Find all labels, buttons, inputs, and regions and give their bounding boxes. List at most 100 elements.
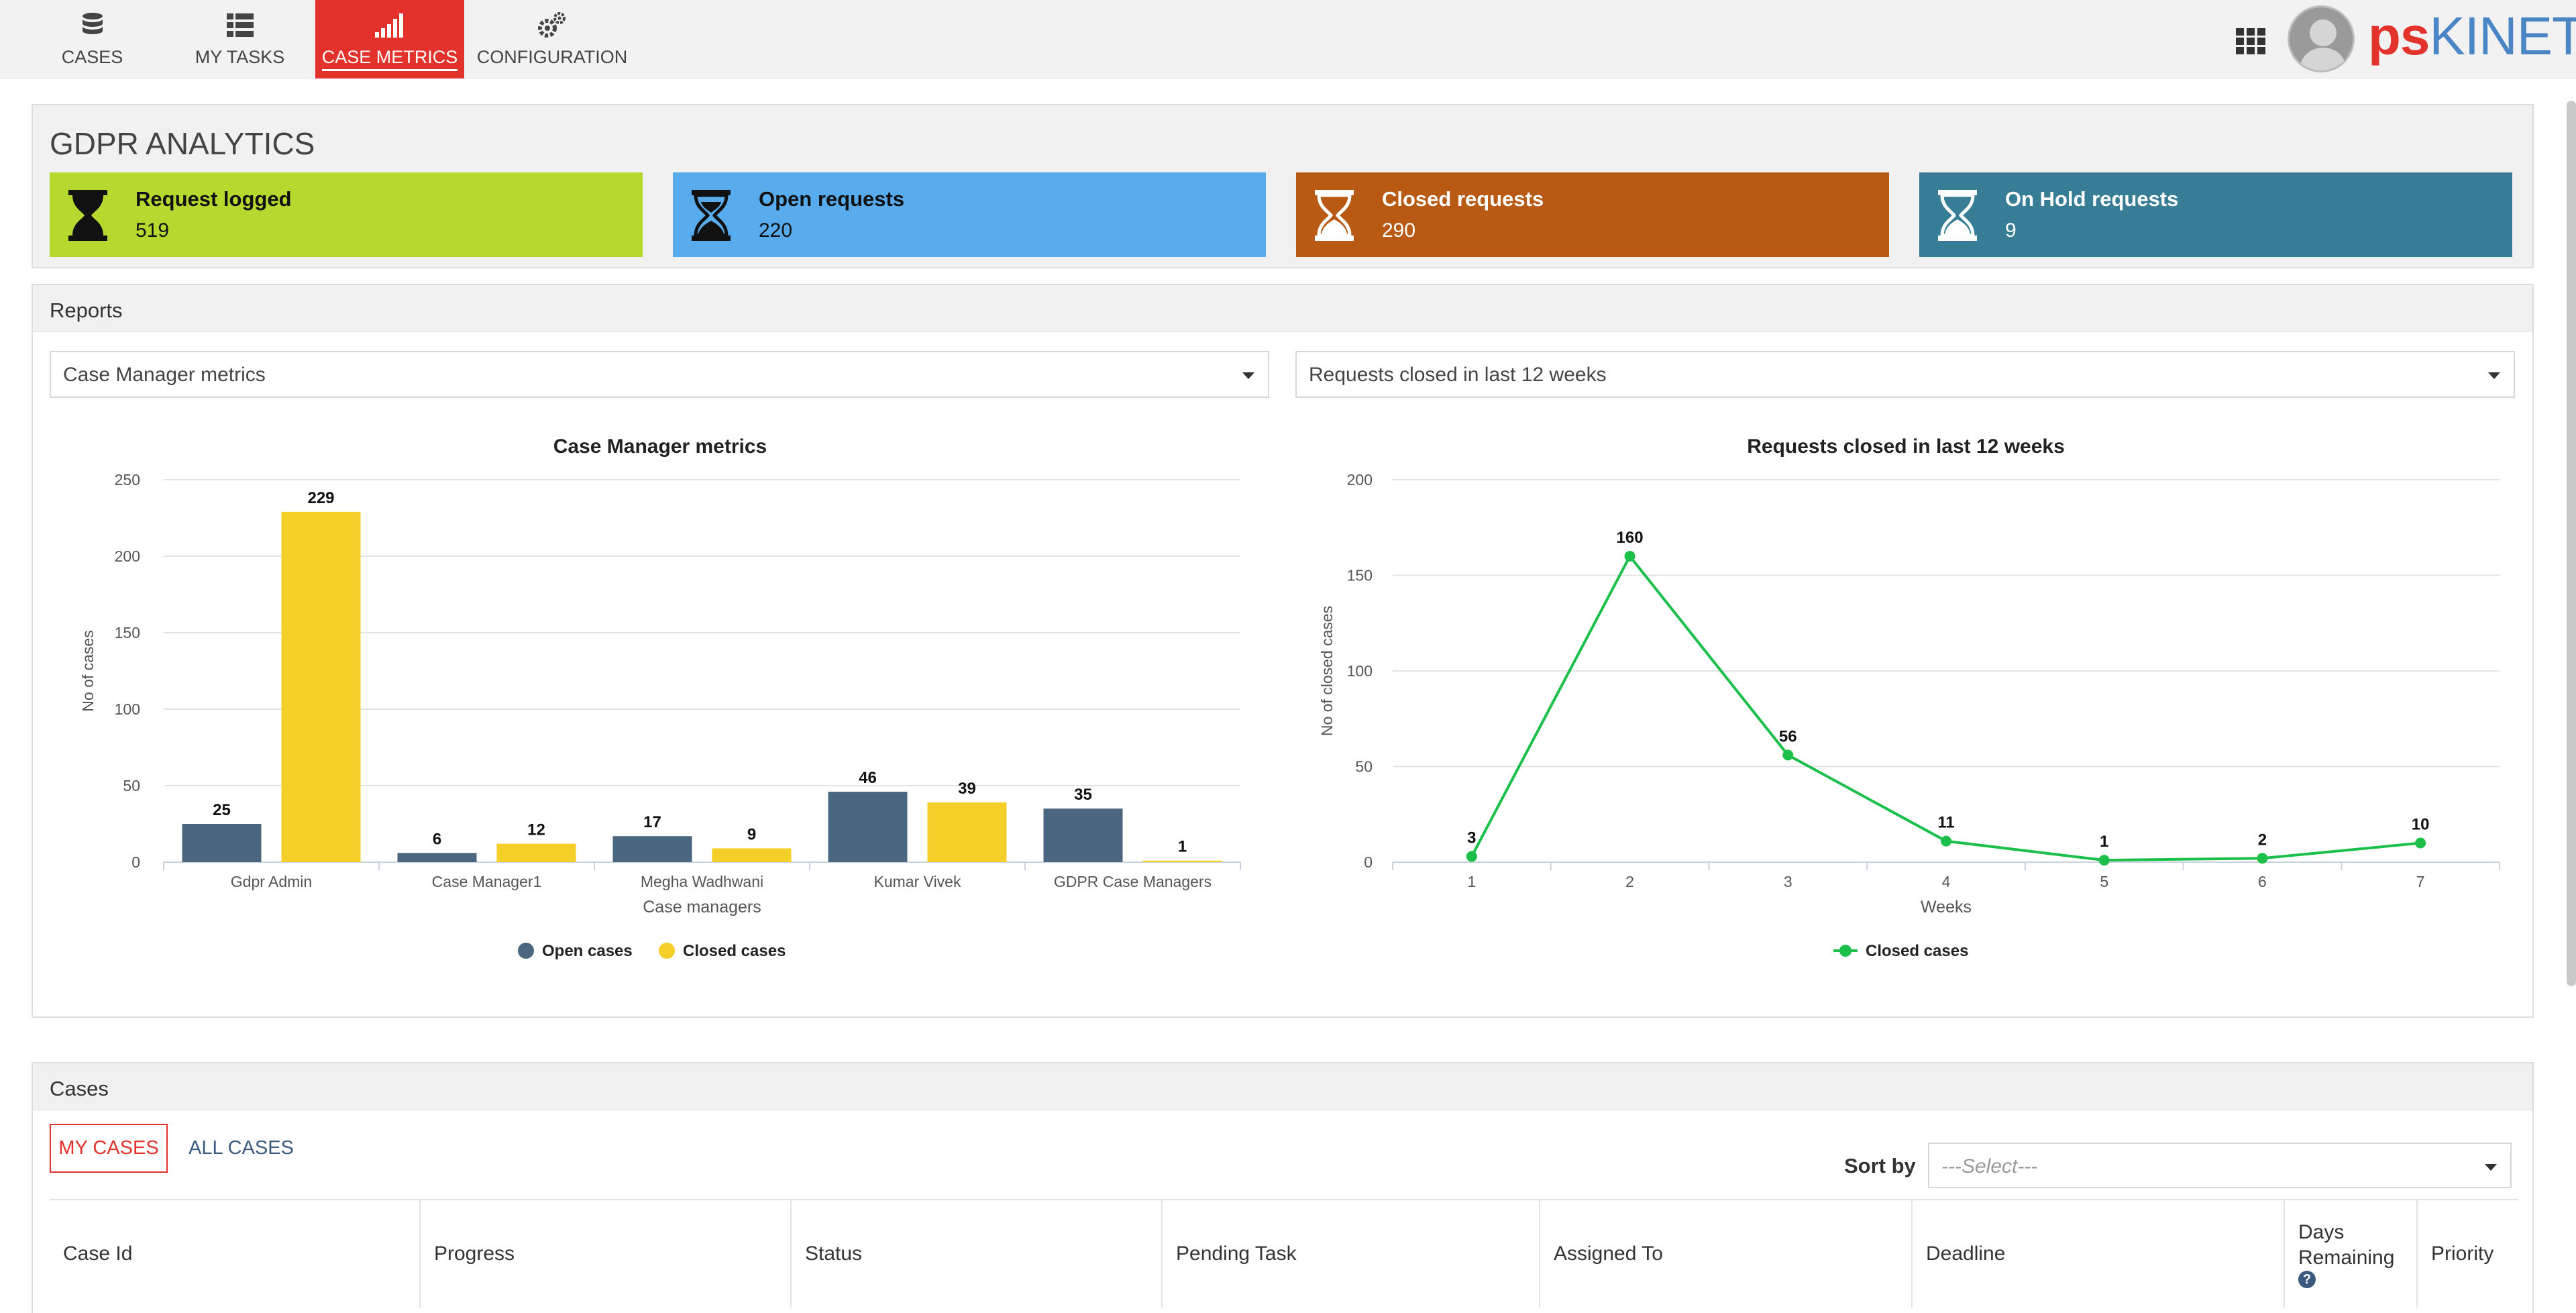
- y-tick-label: 50: [1355, 758, 1373, 776]
- gears-icon: [536, 9, 568, 42]
- my-cases-button[interactable]: MY CASES: [50, 1124, 168, 1173]
- bar: [1043, 808, 1123, 862]
- x-axis-label: Weeks: [1921, 898, 1972, 916]
- right-report-select[interactable]: Requests closed in last 12 weeks: [1295, 351, 2515, 398]
- column-header-deadline[interactable]: Deadline: [1913, 1200, 2285, 1308]
- help-icon[interactable]: ?: [2298, 1271, 2316, 1288]
- column-header-days-remaining[interactable]: Days Remaining ?: [2285, 1200, 2418, 1308]
- select-placeholder: ---Select---: [1941, 1155, 2038, 1177]
- x-tick-label: 7: [2416, 873, 2425, 890]
- data-label: 17: [643, 813, 661, 831]
- cases-table: Case Id Progress Status Pending Task Ass…: [50, 1199, 2518, 1313]
- chevron-down-icon: [1242, 372, 1254, 379]
- y-tick-label: 100: [1347, 662, 1373, 680]
- data-label: 39: [958, 780, 976, 798]
- left-report-select[interactable]: Case Manager metrics: [50, 351, 1269, 398]
- data-point: [2415, 837, 2426, 849]
- y-tick-label: 100: [115, 700, 140, 718]
- data-label: 10: [2412, 816, 2430, 834]
- column-header-case-id[interactable]: Case Id: [50, 1200, 421, 1308]
- data-label: 11: [1937, 814, 1954, 832]
- bar: [1142, 860, 1222, 862]
- sort-by-label: Sort by: [1844, 1154, 1916, 1177]
- user-avatar[interactable]: [2288, 5, 2355, 72]
- gdpr-analytics-panel: GDPR ANALYTICS Request logged 519 Open r…: [32, 104, 2534, 268]
- legend-marker: [659, 943, 675, 959]
- data-label: 3: [1467, 829, 1476, 847]
- column-header-priority[interactable]: Priority: [2418, 1200, 2518, 1308]
- case-manager-bar-chart: Case Manager metrics 0 50 100 150 200 250 No of…: [79, 435, 1241, 960]
- data-label: 1: [1178, 838, 1187, 856]
- cases-panel: Cases MY CASES ALL CASES Sort by ---Sele…: [32, 1062, 2534, 1313]
- page-title: GDPR ANALYTICS: [50, 126, 315, 161]
- logo-ps: ps: [2368, 6, 2430, 66]
- y-tick-label: 0: [131, 853, 140, 871]
- column-header-pending-task[interactable]: Pending Task: [1163, 1200, 1540, 1308]
- x-tick-label: 3: [1784, 873, 1792, 890]
- bar: [182, 824, 262, 862]
- top-navigation: CASES MY TASKS CASE METRICS CONFIGURATIO…: [0, 0, 2576, 78]
- tab-my-tasks[interactable]: MY TASKS: [188, 0, 292, 78]
- bar: [397, 853, 477, 862]
- y-tick-label: 50: [123, 777, 140, 794]
- column-header-status[interactable]: Status: [792, 1200, 1163, 1308]
- apps-grid-icon[interactable]: [2236, 28, 2265, 55]
- bar: [927, 802, 1007, 862]
- y-tick-label: 250: [115, 471, 140, 488]
- tab-case-metrics[interactable]: CASE METRICS: [315, 0, 464, 78]
- x-tick-label: Case Manager1: [432, 873, 542, 890]
- y-tick-label: 150: [1347, 567, 1373, 584]
- chevron-down-icon: [2488, 372, 2500, 379]
- stat-title: Closed requests: [1382, 187, 1544, 211]
- data-point: [1941, 835, 1951, 847]
- data-point: [2098, 855, 2110, 866]
- chart-title: Case Manager metrics: [553, 435, 767, 458]
- stat-request-logged: Request logged 519: [50, 172, 643, 257]
- hourglass-empty-icon: [1311, 190, 1358, 241]
- tab-label: CASE METRICS: [321, 47, 458, 71]
- signal-bars-icon: [374, 9, 406, 42]
- legend-marker: [518, 943, 534, 959]
- column-header-progress[interactable]: Progress: [421, 1200, 792, 1308]
- stat-title: On Hold requests: [2005, 187, 2179, 211]
- data-point: [1782, 749, 1794, 761]
- cases-header: Cases: [33, 1063, 2532, 1110]
- stat-title: Open requests: [759, 187, 905, 211]
- reports-header: Reports: [33, 285, 2532, 332]
- stat-value: 9: [2005, 219, 2017, 242]
- bar: [828, 792, 908, 862]
- stat-value: 220: [759, 219, 793, 242]
- column-header-label: Progress: [434, 1243, 515, 1265]
- hourglass-full-icon: [64, 190, 111, 241]
- x-tick-label: GDPR Case Managers: [1054, 873, 1212, 890]
- data-label: 35: [1074, 786, 1092, 804]
- page-scrollbar[interactable]: [2567, 101, 2576, 986]
- stat-closed-requests: Closed requests 290: [1296, 172, 1889, 257]
- x-tick-label: Kumar Vivek: [874, 873, 961, 890]
- tab-cases[interactable]: CASES: [40, 0, 144, 78]
- data-label: 6: [433, 830, 441, 848]
- data-label: 9: [747, 825, 756, 843]
- bar: [712, 848, 792, 862]
- y-tick-label: 200: [1347, 471, 1373, 488]
- tab-label: CASES: [61, 47, 123, 67]
- column-header-label: Pending Task: [1176, 1243, 1297, 1265]
- y-tick-label: 200: [115, 547, 140, 565]
- data-label: 25: [213, 801, 231, 819]
- chart-title: Requests closed in last 12 weeks: [1747, 435, 2065, 458]
- column-header-label: Deadline: [1926, 1243, 2006, 1265]
- chevron-down-icon: [2485, 1164, 2497, 1171]
- x-tick-label: 5: [2100, 873, 2108, 890]
- column-header-assigned-to[interactable]: Assigned To: [1540, 1200, 1913, 1308]
- sort-by-select[interactable]: ---Select---: [1928, 1143, 2512, 1188]
- select-value: Requests closed in last 12 weeks: [1309, 364, 1607, 386]
- x-tick-label: Megha Wadhwani: [641, 873, 763, 890]
- bar: [496, 843, 576, 862]
- tab-configuration[interactable]: CONFIGURATION: [475, 0, 629, 78]
- legend-marker: [1839, 945, 1851, 957]
- column-header-label: Case Id: [63, 1243, 133, 1265]
- all-cases-button[interactable]: ALL CASES: [189, 1137, 294, 1159]
- stat-value: 519: [136, 219, 170, 242]
- x-tick-label: 6: [2258, 873, 2267, 890]
- data-label: 12: [527, 821, 545, 839]
